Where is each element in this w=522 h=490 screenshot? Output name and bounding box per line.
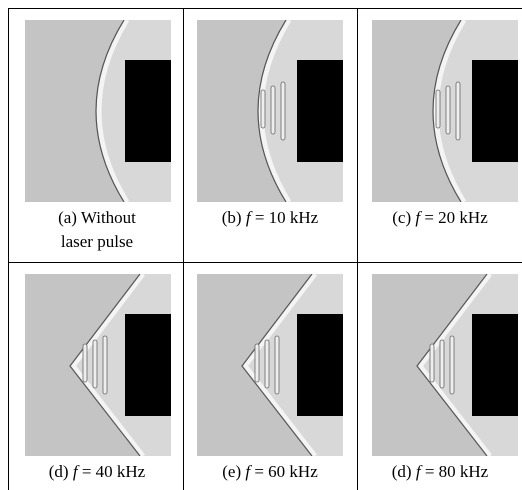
caption-text: = 80 kHz [425, 462, 488, 481]
caption: (d) f = 80 kHz [355, 460, 522, 484]
plasma-trace [261, 90, 265, 128]
caption-line: (a) Without [12, 206, 182, 230]
model-body [125, 314, 171, 416]
schlieren-image [25, 274, 171, 456]
schlieren-image [372, 274, 518, 456]
plasma-trace [271, 86, 275, 134]
plasma-trace [265, 340, 269, 388]
schlieren-image [197, 20, 343, 202]
plasma-trace [450, 336, 454, 394]
schlieren-image [372, 20, 518, 202]
model-body [125, 60, 171, 162]
caption: (b) f = 10 kHz [185, 206, 355, 230]
figure: (a) Withoutlaser pulse(b) f = 10 kHz(c) … [0, 0, 522, 490]
caption-text: = 10 kHz [255, 208, 318, 227]
plasma-trace [103, 336, 107, 394]
plasma-trace [255, 344, 259, 382]
plasma-trace [440, 340, 444, 388]
caption-label: (d) [392, 462, 412, 481]
caption-symbol: f [416, 462, 421, 481]
table-border [357, 8, 358, 490]
caption: (c) f = 20 kHz [355, 206, 522, 230]
caption-symbol: f [415, 208, 420, 227]
caption-line: (d) f = 80 kHz [355, 460, 522, 484]
caption-label: (e) [222, 462, 241, 481]
caption-line: (b) f = 10 kHz [185, 206, 355, 230]
caption-line: (c) f = 20 kHz [355, 206, 522, 230]
schlieren-image [25, 20, 171, 202]
plasma-trace [93, 340, 97, 388]
plasma-trace [275, 336, 279, 394]
plasma-trace [281, 82, 285, 140]
model-body [297, 314, 343, 416]
plasma-trace [436, 90, 440, 128]
caption-line: (d) f = 40 kHz [12, 460, 182, 484]
table-border [183, 8, 184, 490]
caption-line: (e) f = 60 kHz [185, 460, 355, 484]
caption-label: (d) [49, 462, 69, 481]
caption-symbol: f [246, 208, 251, 227]
model-body [472, 60, 518, 162]
caption-symbol: f [73, 462, 78, 481]
caption-line: laser pulse [12, 230, 182, 254]
table-border [8, 8, 522, 9]
table-border [8, 8, 9, 490]
plasma-trace [446, 86, 450, 134]
model-body [297, 60, 343, 162]
plasma-trace [83, 344, 87, 382]
caption-text: = 60 kHz [254, 462, 317, 481]
caption: (e) f = 60 kHz [185, 460, 355, 484]
schlieren-image [197, 274, 343, 456]
caption-symbol: f [245, 462, 250, 481]
caption-label: (b) [222, 208, 242, 227]
caption-label: (c) [392, 208, 411, 227]
caption-text: = 40 kHz [82, 462, 145, 481]
caption-text: = 20 kHz [424, 208, 487, 227]
plasma-trace [456, 82, 460, 140]
model-body [472, 314, 518, 416]
table-border [8, 262, 522, 263]
caption: (d) f = 40 kHz [12, 460, 182, 484]
plasma-trace [430, 344, 434, 382]
